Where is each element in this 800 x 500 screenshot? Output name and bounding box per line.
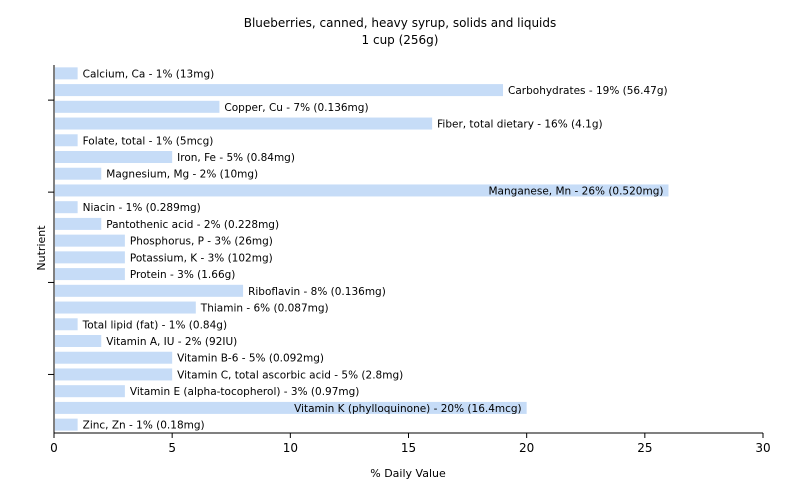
bar <box>55 318 78 331</box>
bar <box>55 201 78 214</box>
bar-label: Vitamin K (phylloquinone) - 20% (16.4mcg… <box>294 403 522 415</box>
bar-label: Zinc, Zn - 1% (0.18mg) <box>83 420 205 432</box>
bar-label: Copper, Cu - 7% (0.136mg) <box>224 102 368 114</box>
x-tick-label: 10 <box>283 441 298 455</box>
chart-title: Blueberries, canned, heavy syrup, solids… <box>244 16 557 30</box>
bar <box>55 418 78 431</box>
bar-label: Riboflavin - 8% (0.136mg) <box>248 286 386 298</box>
x-tick-label: 20 <box>519 441 534 455</box>
bar <box>55 284 244 297</box>
chart-subtitle: 1 cup (256g) <box>362 33 439 47</box>
bar-label: Fiber, total dietary - 16% (4.1g) <box>437 119 602 131</box>
bar <box>55 268 125 281</box>
bar <box>55 234 125 247</box>
bar <box>55 217 102 230</box>
y-ticks-layer <box>48 99 54 375</box>
x-tick-label: 5 <box>168 441 176 455</box>
x-tick-label: 25 <box>637 441 652 455</box>
bar-label: Magnesium, Mg - 2% (10mg) <box>106 169 258 181</box>
bar <box>55 134 78 147</box>
bar <box>55 385 125 398</box>
bar-label: Niacin - 1% (0.289mg) <box>83 202 201 214</box>
x-tick-label: 0 <box>50 441 58 455</box>
bar-labels-layer: Calcium, Ca - 1% (13mg) Carbohydrates - 1… <box>82 68 668 431</box>
x-axis-label: % Daily Value <box>370 467 446 480</box>
bar <box>55 151 173 163</box>
bar <box>55 100 220 113</box>
bar <box>55 67 78 80</box>
bar-label: Protein - 3% (1.66g) <box>130 269 236 281</box>
bar-label: Pantothenic acid - 2% (0.228mg) <box>106 219 279 231</box>
bar-label: Calcium, Ca - 1% (13mg) <box>83 68 215 80</box>
bar <box>55 84 504 97</box>
bars-layer <box>55 67 669 431</box>
bar <box>55 335 102 347</box>
bar <box>55 368 173 381</box>
bar-label: Total lipid (fat) - 1% (0.84g) <box>82 319 227 331</box>
bar-label: Vitamin B-6 - 5% (0.092mg) <box>177 353 324 365</box>
bar <box>55 184 669 197</box>
bar-label: Vitamin A, IU - 2% (92IU) <box>106 336 237 348</box>
bar <box>55 401 527 414</box>
bar <box>55 351 173 364</box>
x-tick-label: 30 <box>755 441 770 455</box>
bar-label: Iron, Fe - 5% (0.84mg) <box>177 152 295 164</box>
bar-label: Potassium, K - 3% (102mg) <box>130 252 273 264</box>
y-axis-label: Nutrient <box>35 225 48 271</box>
x-ticks-layer: 0 5 10 15 20 25 30 <box>50 433 771 455</box>
bar-label: Manganese, Mn - 26% (0.520mg) <box>489 185 664 197</box>
bar-label: Vitamin C, total ascorbic acid - 5% (2.8… <box>177 369 403 381</box>
bar-label: Folate, total - 1% (5mcg) <box>83 135 214 147</box>
bar-label: Vitamin E (alpha-tocopherol) - 3% (0.97m… <box>130 386 360 398</box>
bar-label: Carbohydrates - 19% (56.47g) <box>508 85 668 97</box>
bar-label: Thiamin - 6% (0.087mg) <box>200 303 329 315</box>
bar-label: Phosphorus, P - 3% (26mg) <box>130 236 273 248</box>
bar <box>55 167 102 180</box>
x-tick-label: 15 <box>401 441 416 455</box>
bar <box>55 117 433 130</box>
bar <box>55 301 196 314</box>
bar <box>55 251 125 264</box>
